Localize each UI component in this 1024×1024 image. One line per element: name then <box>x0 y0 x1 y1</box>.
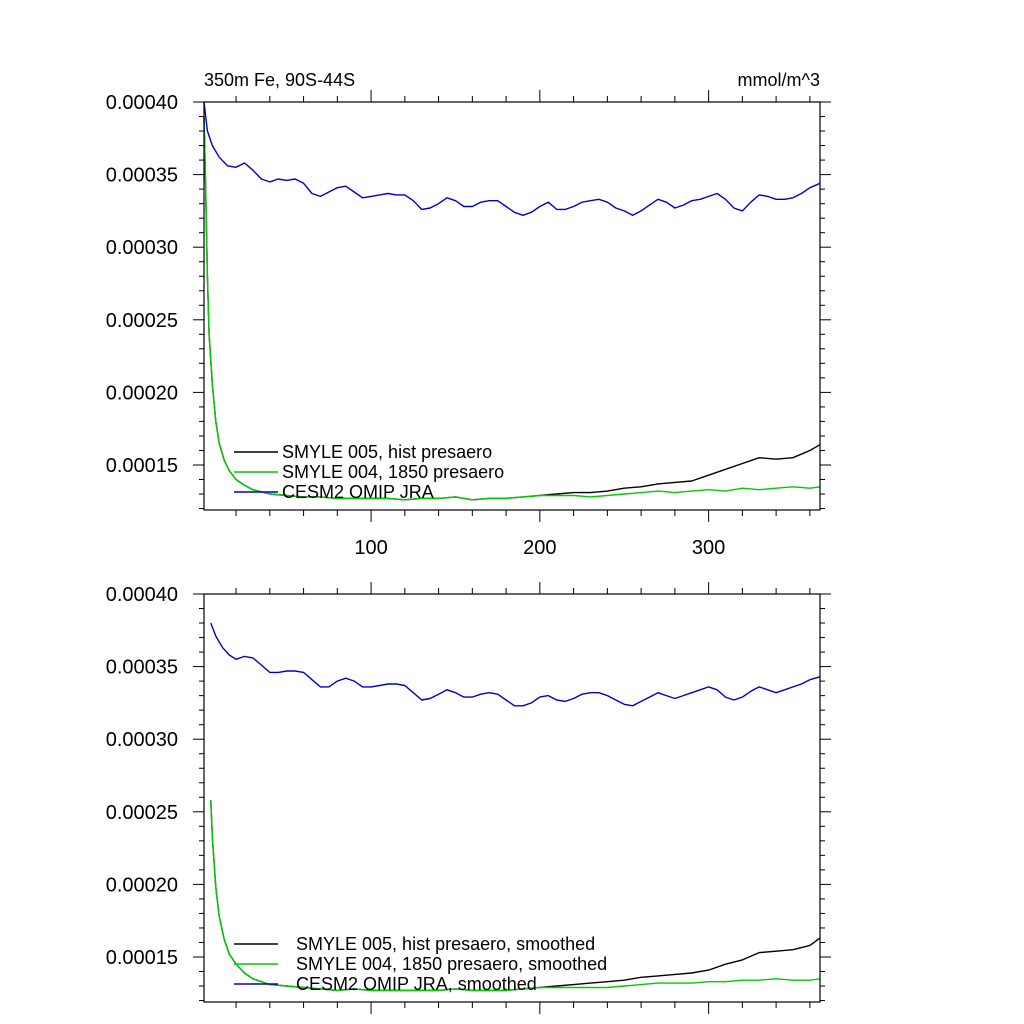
y-tick-label: 0.00035 <box>106 657 178 679</box>
y-tick-label: 0.00020 <box>106 874 178 896</box>
series-lines <box>203 101 821 501</box>
y-tick-label: 0.00020 <box>106 382 178 404</box>
y-tick-label: 0.00025 <box>106 802 178 824</box>
top-panel: 350m Fe, 90S-44S mmol/m^3 0.00015 0.00020… <box>106 70 831 559</box>
y-tick-label: 0.00035 <box>106 165 178 187</box>
legend-label: SMYLE 005, hist presaero <box>282 442 492 462</box>
series-line <box>210 800 821 992</box>
y-tick-label: 0.00040 <box>106 92 178 114</box>
x-tick-label: 100 <box>354 537 387 559</box>
y-tick-label: 0.00015 <box>106 947 178 969</box>
y-tick-label: 0.00025 <box>106 310 178 332</box>
axis-ticks <box>193 90 831 522</box>
legend-label: SMYLE 004, 1850 presaero <box>282 462 504 482</box>
series-line <box>210 622 821 707</box>
plot-frame <box>203 593 821 1003</box>
chart-title: 350m Fe, 90S-44S <box>204 70 355 90</box>
x-axis-labels: 100 200 300 <box>354 537 725 559</box>
series-line <box>203 101 821 217</box>
legend: SMYLE 005, hist presaero, smoothedSMYLE … <box>234 934 607 994</box>
y-tick-label: 0.00015 <box>106 455 178 477</box>
legend-label: CESM2 OMIP JRA, smoothed <box>296 974 537 994</box>
bottom-panel: 0.00015 0.00020 0.00025 0.00030 0.00035 0.000… <box>106 582 831 1014</box>
units-label: mmol/m^3 <box>738 70 820 90</box>
series-lines <box>210 622 821 992</box>
x-tick-label: 300 <box>692 537 725 559</box>
series-line <box>203 116 821 501</box>
x-tick-label: 200 <box>523 537 556 559</box>
axis-ticks <box>193 582 831 1014</box>
y-axis-labels: 0.00015 0.00020 0.00025 0.00030 0.00035 0.000… <box>106 584 178 969</box>
y-tick-label: 0.00040 <box>106 584 178 606</box>
y-tick-label: 0.00030 <box>106 237 178 259</box>
y-tick-label: 0.00030 <box>106 729 178 751</box>
legend-label: SMYLE 004, 1850 presaero, smoothed <box>296 954 607 974</box>
plot-frame <box>203 101 821 511</box>
legend-label: SMYLE 005, hist presaero, smoothed <box>296 934 595 954</box>
y-axis-labels: 0.00015 0.00020 0.00025 0.00030 0.00035 0.000… <box>106 92 178 477</box>
legend-label: CESM2 OMIP JRA <box>282 482 434 502</box>
